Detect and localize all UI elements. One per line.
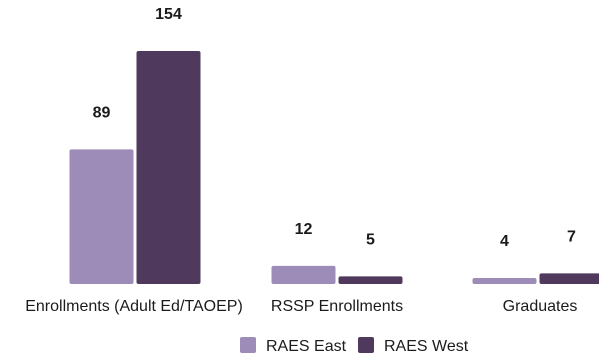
data-labels-layer: 89 154 12 5 4 7: [93, 6, 576, 250]
category-label-2: Graduates: [503, 298, 578, 315]
bar-raes-east-1: [271, 265, 336, 284]
bars-layer: [69, 51, 599, 284]
data-label-raes-east-2: 4: [500, 233, 509, 250]
legend-label-raes-east: RAES East: [266, 338, 347, 355]
legend-label-raes-west: RAES West: [384, 338, 469, 355]
category-label-1: RSSP Enrollments: [271, 298, 403, 315]
data-label-raes-east-1: 12: [295, 221, 313, 238]
bar-raes-east-0: [69, 149, 134, 284]
data-label-raes-east-0: 89: [93, 104, 111, 121]
data-label-raes-west-0: 154: [155, 6, 182, 23]
legend-swatch-raes-east: [240, 337, 256, 353]
bar-raes-east-2: [472, 277, 537, 284]
category-label-0: Enrollments (Adult Ed/TAOEP): [25, 298, 243, 315]
data-label-raes-west-1: 5: [366, 231, 375, 248]
legend: RAES East RAES West: [240, 337, 469, 355]
bar-raes-west-1: [338, 276, 403, 284]
bar-raes-west-2: [539, 273, 599, 284]
category-labels-layer: Enrollments (Adult Ed/TAOEP) RSSP Enrollm…: [25, 298, 577, 315]
bar-raes-west-0: [136, 51, 201, 284]
legend-swatch-raes-west: [358, 337, 374, 353]
data-label-raes-west-2: 7: [567, 228, 576, 245]
